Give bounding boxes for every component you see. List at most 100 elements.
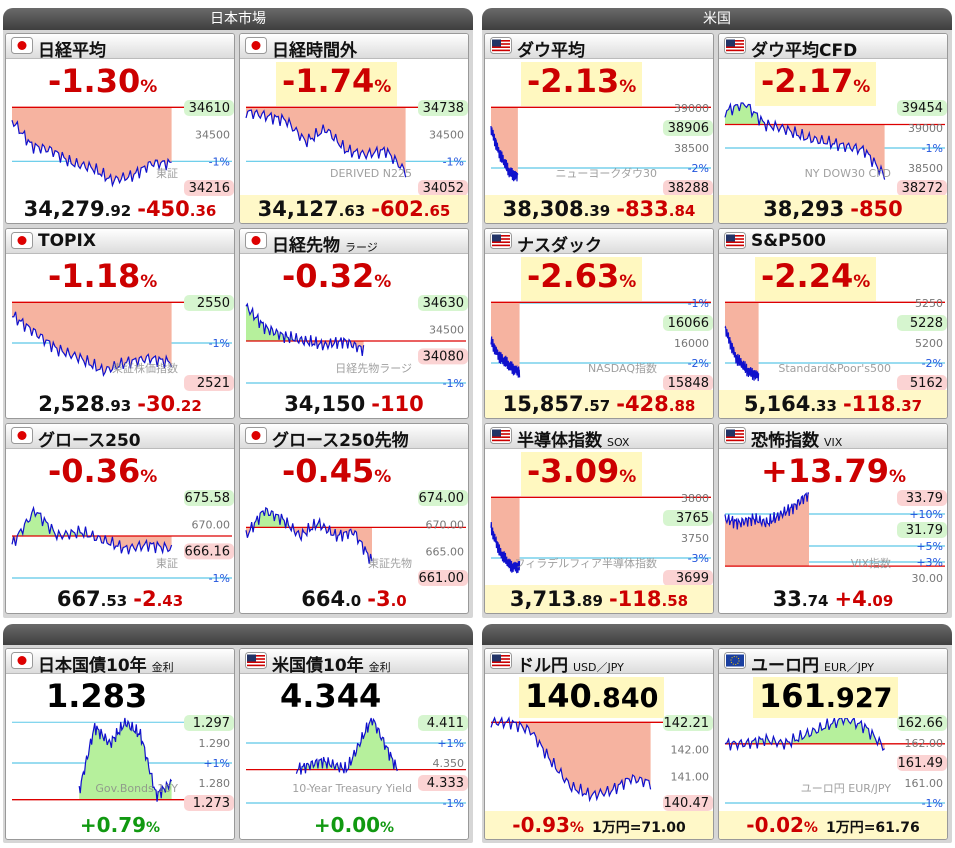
label-box <box>418 295 468 311</box>
flag-icon <box>490 232 512 249</box>
watermark: ユーロ円 EUR/JPY <box>801 782 891 795</box>
market-panel: 日経時間外 DERIVED N225 34738 34500 -1% 34052 -1.74… <box>239 33 469 224</box>
panel-name-text: グロース250先物 <box>272 431 409 451</box>
foot-percent: -0.02% <box>746 813 818 837</box>
axis-label: 3800 <box>681 492 709 505</box>
price-row: 2,528.93 -30.22 <box>6 390 234 418</box>
flag-stripe <box>492 439 510 442</box>
flag-canton <box>492 429 501 437</box>
axis-label: 3765 <box>676 511 709 526</box>
axis-label: 142.00 <box>671 744 710 757</box>
panel-name-text: 恐怖指数 <box>751 431 819 451</box>
title-bar: ナスダック <box>485 229 713 256</box>
change-int: -833 <box>616 197 669 221</box>
area-down <box>246 527 372 564</box>
change: -833.84 <box>616 197 695 221</box>
price-row: 3,713.89 -118.58 <box>485 585 713 613</box>
percent-unit: % <box>140 467 158 487</box>
panel-name: 日本国債10年 金利 <box>38 651 174 676</box>
price-int: 3,713 <box>509 587 577 611</box>
mini-chart: 10-Year Treasury Yield 4.411 +1% 4.350 4.333… <box>246 715 468 810</box>
change-dec: .09 <box>866 592 894 610</box>
title-bar: グロース250 <box>6 424 234 451</box>
flag-icon <box>11 37 33 54</box>
panel-name: 米国債10年 金利 <box>272 651 391 676</box>
price-int: 34,127 <box>257 197 339 221</box>
flag-stripe <box>492 46 510 48</box>
flag-icon <box>245 232 267 249</box>
label-box <box>418 180 468 196</box>
mini-chart: Gov.Bonds 10Y 1.297 1.290 +1% 1.280 1.273 <box>12 715 234 811</box>
flag-stripe <box>726 46 744 48</box>
price: 38,308.39 <box>503 197 611 221</box>
panel-name: 日経平均 <box>38 36 106 61</box>
axis-label: -1% <box>922 797 943 810</box>
label-box <box>897 315 947 331</box>
price-line <box>724 102 886 180</box>
rate-int: 4.344 <box>280 677 382 715</box>
axis-label: 34500 <box>429 129 464 142</box>
flag-stripe <box>247 664 265 667</box>
price-row: 34,279.92 -450.36 <box>6 195 234 223</box>
market-panel: ダウ平均ニューヨークダウ30 39000 38906 38500 -2% 38288 -2.… <box>484 33 714 224</box>
price-dec: .0 <box>345 592 362 610</box>
change-dec: .58 <box>661 592 689 610</box>
price-line <box>245 302 365 356</box>
market-panel: 日本国債10年 金利 Gov.Bonds 10Y 1.297 1.290 +1% 1.280… <box>5 648 235 840</box>
panel-sub: ラージ <box>345 241 378 254</box>
market-panel: TOPIX 東証株価指数 2550 -1% 2521 -1.18% 2,528.93 -30.… <box>5 228 235 419</box>
watermark: Standard&Poor's500 <box>778 362 891 375</box>
flag-stripe <box>726 439 744 442</box>
flag-icon <box>11 427 33 444</box>
mini-chart: 東証株価指数 2550 -1% 2521 <box>11 295 234 391</box>
axis-label: 162.66 <box>898 716 944 731</box>
change-dec: .84 <box>668 202 696 220</box>
label-box <box>184 180 234 196</box>
panel-name: ダウ平均 <box>517 36 585 61</box>
mini-chart: ニューヨークダウ30 39000 38906 38500 -2% 38288 <box>490 102 713 196</box>
change: -850 <box>850 197 903 221</box>
change-dec: .65 <box>423 202 451 220</box>
watermark: フィラデルフィア半導体指数 <box>514 556 657 570</box>
percent-value: -2.13 <box>527 62 620 100</box>
price-int: 664 <box>301 587 346 611</box>
market-section: 日本市場 日経平均 東証 34610 34500 -1% 34216 -1.30% 34,279… <box>3 8 473 618</box>
axis-label: -3% <box>688 552 709 565</box>
flag-sun <box>251 236 261 245</box>
section-header <box>482 624 952 645</box>
price-dec: .39 <box>583 202 611 220</box>
label-box <box>663 715 713 731</box>
area-down <box>12 302 172 376</box>
flag-stripe <box>247 661 265 663</box>
watermark: 東証 <box>156 167 178 180</box>
axis-label: -1% <box>443 377 464 390</box>
price: 2,528.93 <box>38 392 131 416</box>
change: -118.37 <box>843 392 922 416</box>
foot-percent-value: -0.93 <box>512 813 570 837</box>
label-box <box>418 715 468 731</box>
mini-chart: 日経先物ラージ 34630 34500 34080 -1% <box>245 295 468 390</box>
label-box <box>897 490 947 506</box>
percent-value: -2.63 <box>527 257 620 295</box>
axis-label: +1% <box>203 757 230 770</box>
percent-value: -1.74 <box>282 62 375 100</box>
foot-percent-value: +0.79 <box>79 813 147 837</box>
label-box <box>418 775 468 791</box>
foot-percent-unit: % <box>146 820 161 836</box>
label-box <box>184 100 234 116</box>
percent-value: -0.36 <box>48 452 141 490</box>
change: -450.36 <box>137 197 216 221</box>
rate-value: 4.344 <box>274 677 387 715</box>
flag-stripe <box>726 436 744 438</box>
flag-canton <box>492 654 501 662</box>
price: 33.74 <box>773 587 829 611</box>
rate-foot: +0.79% <box>6 811 234 839</box>
flag-stripe <box>492 436 510 438</box>
axis-label: 34052 <box>423 181 464 196</box>
price-int: 34,150 <box>284 392 366 416</box>
price-dec: .53 <box>100 592 128 610</box>
panel-name: 恐怖指数 VIX <box>751 426 842 451</box>
flag-stripe <box>726 241 744 243</box>
mini-chart: 東証先物 674.00 670.00 665.00 661.00 <box>245 490 468 586</box>
flag-icon <box>245 37 267 54</box>
